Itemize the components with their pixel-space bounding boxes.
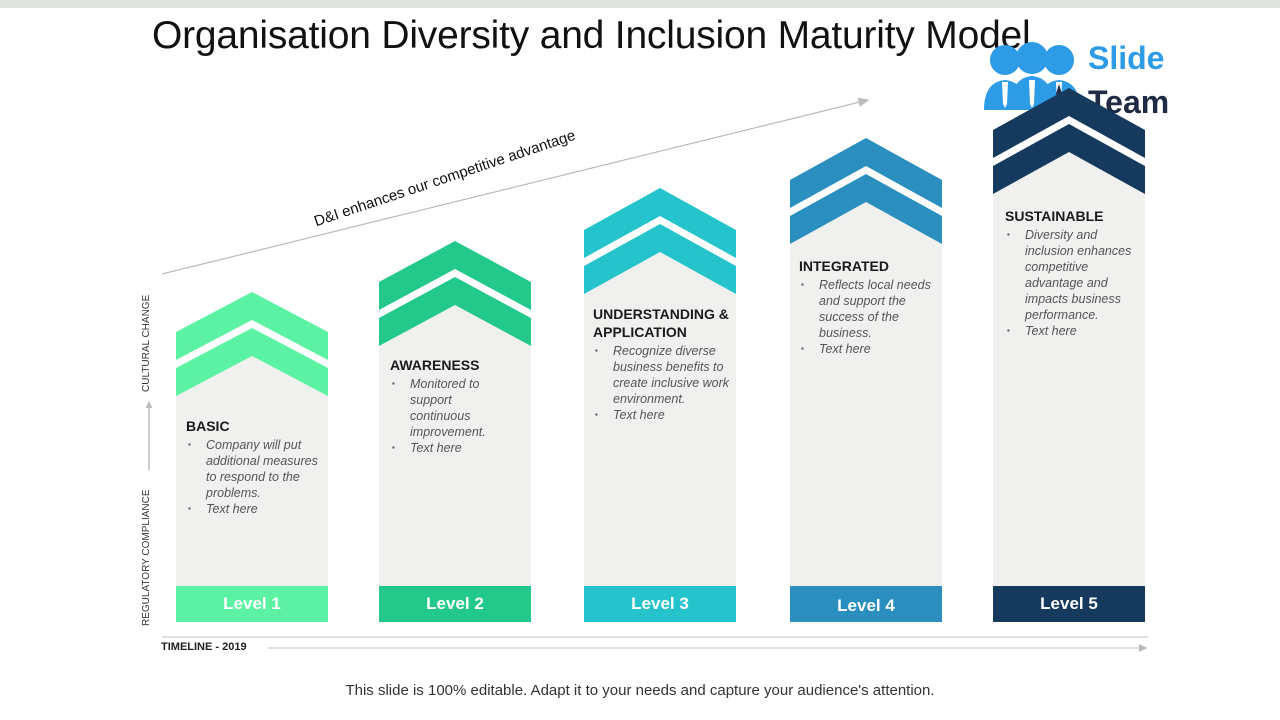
level-1-label: Level 1 [223,594,281,613]
timeline-label: TIMELINE - 2019 [161,641,247,653]
level-2-chevron-upper [379,241,531,310]
level-4-chevron-upper [790,138,942,208]
level-1-bullet: Company will put additional measures to … [186,437,322,501]
level-4-bullet: Text here [799,341,934,357]
level-2-bullet: Text here [390,440,510,456]
level-5-column [993,88,1145,622]
footer-caption: This slide is 100% editable. Adapt it to… [345,682,935,699]
diagonal-arrow [161,97,870,275]
level-2-description: AWARENESS Monitored to support continuou… [390,356,510,456]
level-4-bar [790,586,942,622]
y-axis-label-upper: CULTURAL CHANGE [141,294,152,392]
level-4-bullet: Reflects local needs and support the suc… [799,277,934,341]
level-2-bullet: Monitored to support continuous improvem… [390,376,510,440]
level-1-description: BASIC Company will put additional measur… [186,417,322,517]
slide-title: Organisation Diversity and Inclusion Mat… [152,14,1031,57]
level-3-description: UNDERSTANDING & APPLICATION Recognize di… [593,305,733,423]
level-5-chevron-upper [993,88,1145,158]
level-3-bullet: Recognize diverse business benefits to c… [593,343,733,407]
level-5-chevron-lower [993,124,1145,194]
level-5-label: Level 5 [1040,594,1098,613]
level-3-chevron-lower [584,224,736,294]
level-4-description: INTEGRATED Reflects local needs and supp… [799,257,934,357]
level-4-column [790,138,942,622]
level-5-bullet: Text here [1005,323,1140,339]
level-5-bar [993,586,1145,622]
level-3-bullet: Text here [593,407,733,423]
level-3-bar [584,586,736,622]
level-5-description: SUSTAINABLE Diversity and inclusion enha… [1005,207,1140,339]
level-1-heading: BASIC [186,418,230,434]
level-4-chevron-lower [790,174,942,244]
level-4-heading: INTEGRATED [799,258,889,274]
level-2-panel [379,304,531,622]
level-5-heading: SUSTAINABLE [1005,208,1104,224]
logo-text-slide: Slide [1088,40,1165,76]
level-2-heading: AWARENESS [390,357,480,373]
level-2-bar [379,586,531,622]
level-3-label: Level 3 [631,594,689,613]
level-2-label: Level 2 [426,594,484,613]
level-1-bar [176,586,328,622]
level-1-chevron-lower [176,328,328,396]
level-2-chevron-lower [379,277,531,346]
level-5-bullet: Diversity and inclusion enhances competi… [1005,227,1140,323]
level-4-label: Level 4 [837,596,895,615]
level-3-heading: UNDERSTANDING & APPLICATION [593,306,729,340]
top-border [0,0,1280,8]
y-axis-label-lower: REGULATORY COMPLIANCE [141,489,152,626]
level-1-bullet: Text here [186,501,322,517]
level-1-chevron-upper [176,292,328,360]
level-3-chevron-upper [584,188,736,258]
